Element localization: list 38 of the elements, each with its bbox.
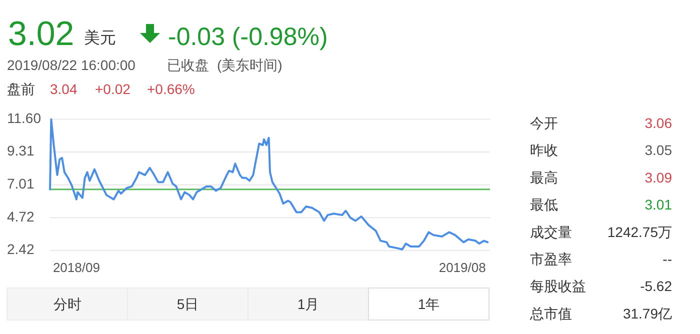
text: 今开 bbox=[530, 115, 558, 131]
text: 1242.75万 bbox=[607, 224, 672, 240]
text: 3.01 bbox=[644, 196, 672, 213]
text: 2019/08/22 16:00:00 bbox=[7, 57, 136, 73]
text: 成交量 bbox=[530, 224, 572, 240]
text: 3.05 bbox=[644, 142, 672, 158]
text: 总市值 bbox=[529, 305, 572, 322]
text: +0.66% bbox=[147, 81, 195, 97]
line-series bbox=[49, 118, 489, 250]
text: 31.79亿 bbox=[622, 305, 672, 322]
text: 市盈率 bbox=[530, 251, 572, 267]
x-tick-label: 2019/08 bbox=[438, 260, 486, 275]
text: 最高 bbox=[530, 169, 558, 186]
y-tick-label: 4.72 bbox=[7, 208, 34, 224]
y-tick-label: 7.01 bbox=[7, 176, 34, 192]
text: 1月 bbox=[297, 296, 320, 312]
text: 3.02 bbox=[8, 15, 74, 53]
text: 已收盘 bbox=[167, 57, 209, 73]
text: 盘前 bbox=[7, 81, 35, 97]
text: 分时 bbox=[53, 296, 82, 312]
text: -0.03 (-0.98%) bbox=[168, 23, 328, 51]
text: 3.09 bbox=[644, 169, 672, 186]
text: +0.02 bbox=[95, 81, 131, 97]
text: 美元 bbox=[84, 29, 116, 47]
text: 昨收 bbox=[530, 142, 558, 158]
text: 每股收益 bbox=[530, 278, 586, 294]
text: 3.06 bbox=[644, 115, 672, 131]
y-tick-label: 9.31 bbox=[7, 142, 34, 159]
text: 1年 bbox=[418, 296, 440, 312]
text: (美东时间) bbox=[217, 57, 282, 73]
text: 5日 bbox=[176, 296, 199, 312]
y-tick-label: 11.60 bbox=[7, 110, 42, 126]
x-tick-label: 2018/09 bbox=[52, 260, 100, 275]
text: -5.62 bbox=[640, 278, 672, 294]
text: 最低 bbox=[530, 196, 558, 213]
text: -- bbox=[662, 251, 672, 267]
text: 3.04 bbox=[50, 81, 78, 97]
y-tick-label: 2.42 bbox=[7, 241, 34, 258]
